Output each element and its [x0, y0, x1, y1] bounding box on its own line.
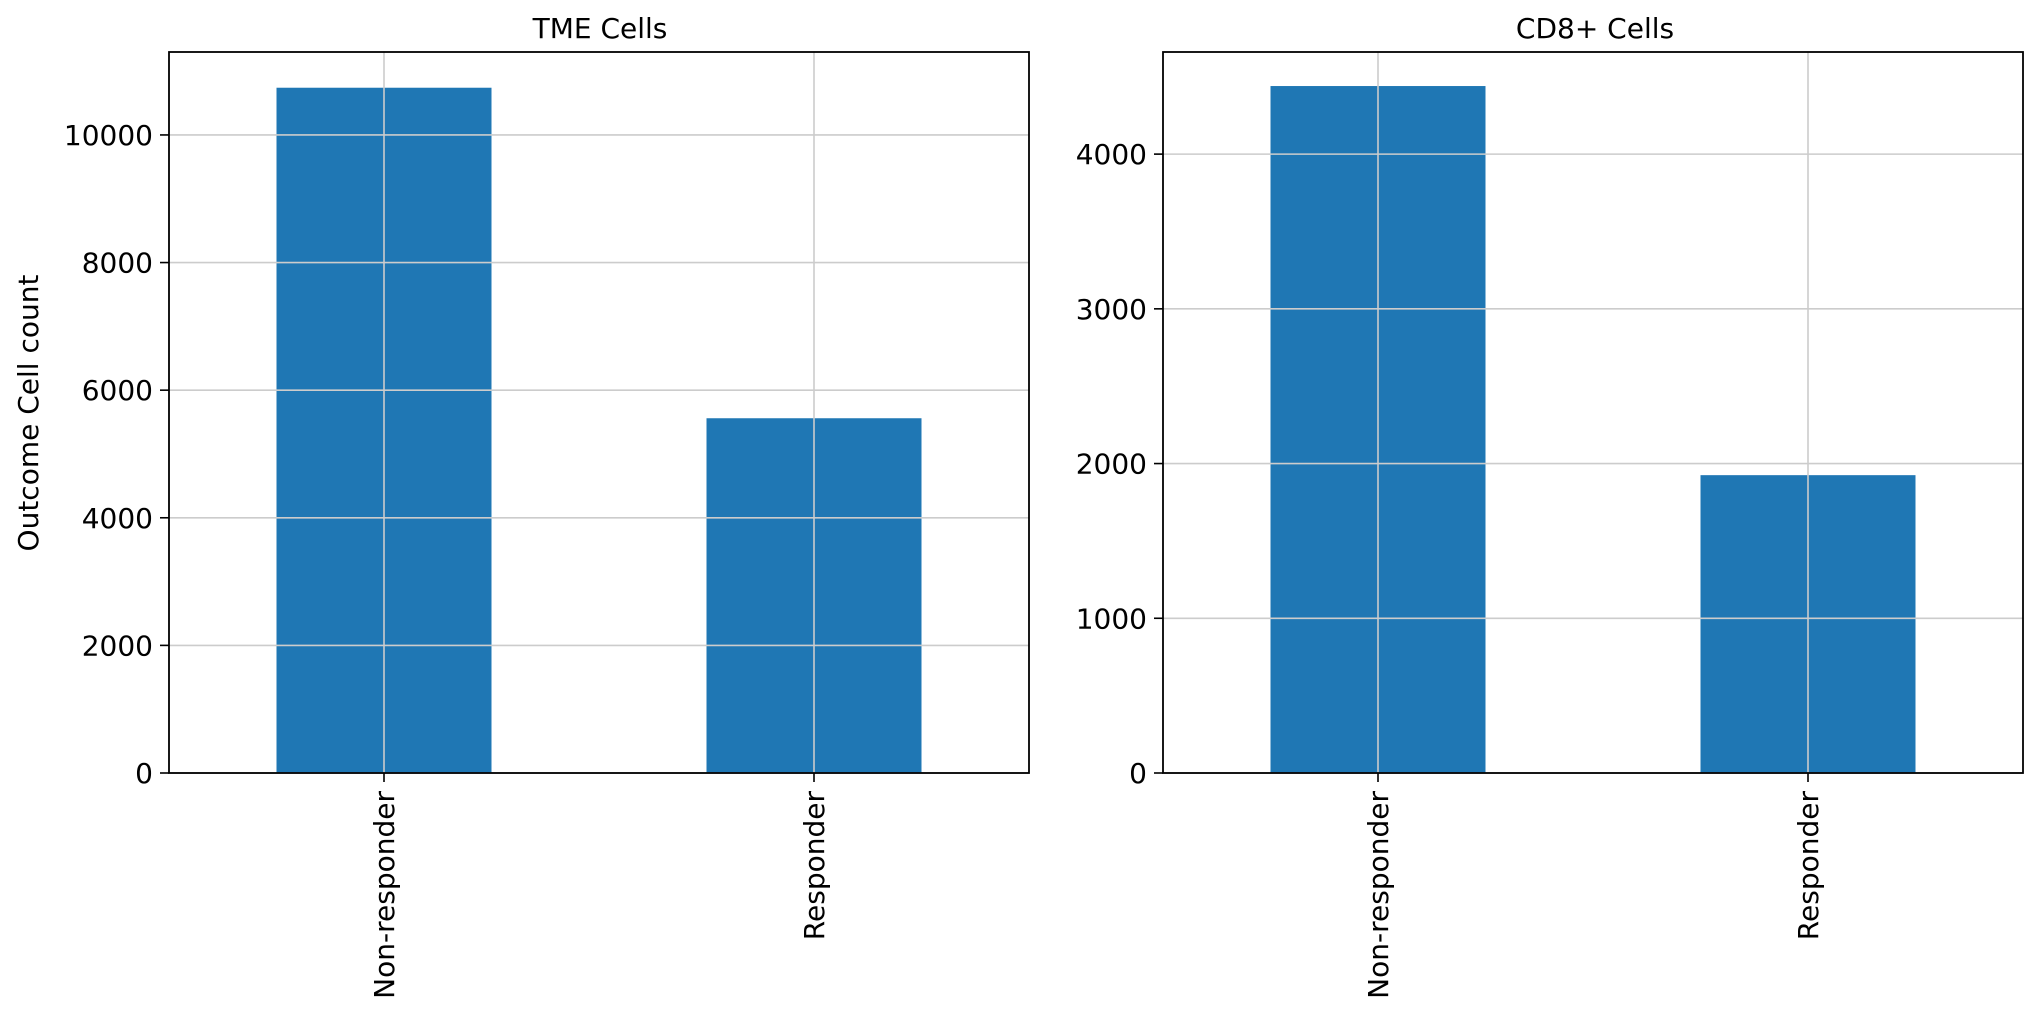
y-tick-label: 0	[135, 757, 153, 790]
y-tick-label: 4000	[1076, 138, 1147, 171]
y-tick-label: 0	[1129, 757, 1147, 790]
chart-panel-tme-cells: TME Cells Outcome Cell count 0 2000 4000 60…	[12, 12, 1030, 999]
y-tick-label: 8000	[82, 247, 153, 280]
y-tick-label: 1000	[1076, 602, 1147, 635]
x-tick-label: Non-responder	[1362, 791, 1395, 999]
chart-title-tme-cells: TME Cells	[532, 12, 668, 45]
y-tick-label: 3000	[1076, 293, 1147, 326]
chart-title-cd8-cells: CD8+ Cells	[1516, 12, 1674, 45]
chart-panel-cd8-cells: CD8+ Cells 0 1000 2000 3000 4000 Non-responde…	[1076, 12, 2024, 999]
y-tick-label: 2000	[82, 629, 153, 662]
x-tick-label: Responder	[1792, 791, 1825, 941]
axes-frame	[168, 51, 1030, 774]
x-tick-label: Responder	[798, 791, 831, 941]
y-tick-label: 6000	[82, 374, 153, 407]
axes-frame	[1162, 51, 2024, 774]
y-tick-label: 2000	[1076, 448, 1147, 481]
y-tick-label: 10000	[64, 119, 153, 152]
y-axis-label: Outcome Cell count	[12, 275, 45, 552]
x-tick-label: Non-responder	[368, 791, 401, 999]
y-tick-label: 4000	[82, 502, 153, 535]
